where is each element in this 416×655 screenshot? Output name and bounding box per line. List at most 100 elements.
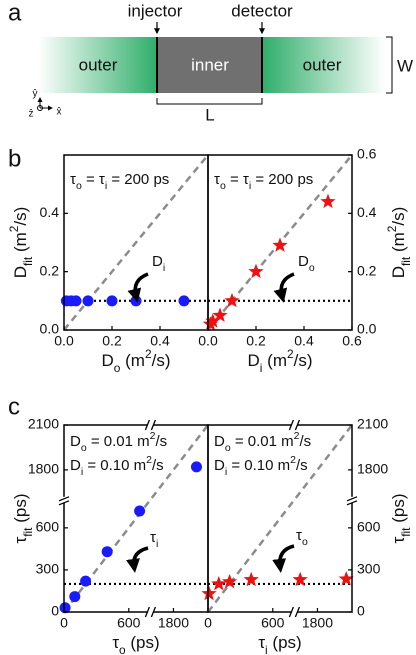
x-axis-title: Do (m2/s) (102, 347, 171, 375)
annotation-part: o (302, 536, 308, 548)
point (130, 295, 142, 307)
x-tick-label: 0.6 (342, 333, 362, 349)
annotation-part: i (249, 180, 251, 192)
annotation: τo (296, 527, 308, 548)
x-tick-label: 0.2 (246, 333, 266, 349)
annotation-part: /s (296, 457, 308, 474)
annotation-part: 2 (146, 454, 152, 466)
y-tick-label: 300 (36, 561, 60, 577)
annotation: Di = 0.10 m2/s (214, 454, 308, 478)
panel-label: c (8, 393, 20, 420)
annotation-arrow (126, 546, 149, 573)
outer-region (262, 37, 385, 93)
annotation-part: /s (299, 433, 311, 450)
diagonal-line (64, 425, 208, 612)
annotation: τo = τi = 200 ps (214, 171, 313, 192)
annotation-arrow (272, 544, 295, 573)
y-axis-title-part: fit (399, 256, 413, 266)
annotation-part: o (309, 262, 315, 274)
x-tick-label: 0 (204, 615, 212, 631)
length-label: L (205, 105, 214, 124)
y-axis-title-part: (m (11, 232, 30, 257)
point (101, 546, 113, 558)
y-axis-title-part: 2 (385, 225, 399, 232)
annotation: Di (152, 253, 165, 274)
region-label: outer (79, 55, 118, 74)
x-axis-title-part: i (260, 361, 263, 375)
point (59, 602, 71, 614)
annotation: τi (150, 529, 158, 550)
annotation-part: 2 (290, 454, 296, 466)
point (190, 461, 202, 473)
annotation-part: i (105, 180, 107, 192)
annotation-part: o (225, 442, 231, 454)
x-axis-title-part: /s) (294, 351, 313, 370)
annotation-part: 2 (294, 430, 300, 442)
point (178, 295, 190, 307)
region-label: outer (303, 55, 342, 74)
annotation-part: τ (70, 171, 76, 188)
point (292, 571, 308, 587)
annotation-part: D (298, 253, 309, 270)
x-axis-title-part: τ (258, 633, 265, 652)
y-axis-title-part: D (11, 266, 30, 278)
width-bracket (386, 36, 393, 94)
x-axis-title-part: /s) (152, 351, 171, 370)
x-axis-title-part: τ (112, 633, 119, 652)
y-axis-title-part: fit (21, 256, 35, 266)
axis-break-gap (62, 496, 66, 503)
annotation-part: = 0.10 m (83, 457, 146, 474)
point (338, 571, 354, 586)
point (320, 193, 336, 209)
annotation-part: 2 (150, 430, 156, 442)
x-tick-label: 1800 (302, 615, 333, 631)
inner-region (157, 37, 262, 93)
annotation-part: = 0.10 m (227, 457, 290, 474)
x-tick-label: 1800 (158, 615, 189, 631)
y-tick-label: 0 (357, 603, 365, 619)
annotation: τo = τi = 200 ps (70, 171, 169, 192)
annotation-part: = τ (226, 171, 249, 188)
axis-break (144, 606, 157, 618)
y-axis-title-part: τ (11, 536, 30, 543)
detector-label: detector (231, 1, 293, 20)
point (272, 237, 288, 252)
annotation-part: i (156, 538, 158, 550)
y-tick-label: 1800 (28, 461, 59, 477)
point (134, 505, 146, 517)
x-axis-title: τi (ps) (258, 633, 301, 655)
point (69, 591, 81, 603)
y-axis-title-part: fit (21, 527, 35, 537)
annotation-part: D (152, 253, 163, 270)
x-tick-label: 0.4 (294, 333, 314, 349)
x-tick-label: 600 (261, 615, 285, 631)
annotation-part: τ (214, 171, 220, 188)
point (212, 307, 228, 322)
diagonal-line (208, 425, 352, 612)
x-tick-label: 0 (60, 615, 68, 631)
point (201, 585, 217, 601)
y-axis-title: τfit (ps) (389, 494, 413, 544)
diagram: a outer inner outer injector detector W … (8, 0, 413, 124)
axis-break-gap (147, 610, 154, 614)
axis-break-gap (350, 496, 354, 503)
annotation-part: /s (155, 433, 167, 450)
width-label: W (397, 56, 413, 75)
x-axis-title-part: D (102, 351, 114, 370)
annotation: Do = 0.01 m2/s (70, 430, 167, 454)
axis-break (144, 419, 157, 431)
annotation-arrow (127, 272, 149, 303)
x-axis-title-part: 2 (287, 347, 294, 361)
axis-label: ŷ (33, 89, 38, 100)
y-tick-label: 0.2 (40, 262, 60, 278)
x-axis-title-part: (ps) (268, 633, 302, 652)
x-tick-label: 0.4 (150, 333, 170, 349)
y-tick-label: 0.0 (357, 321, 377, 337)
y-tick-label: 0.0 (40, 321, 60, 337)
outer-region (38, 37, 157, 93)
region-label: inner (191, 55, 229, 74)
y-tick-label: 0.4 (357, 204, 377, 220)
point (243, 571, 259, 587)
y-tick-label: 2100 (28, 416, 59, 432)
